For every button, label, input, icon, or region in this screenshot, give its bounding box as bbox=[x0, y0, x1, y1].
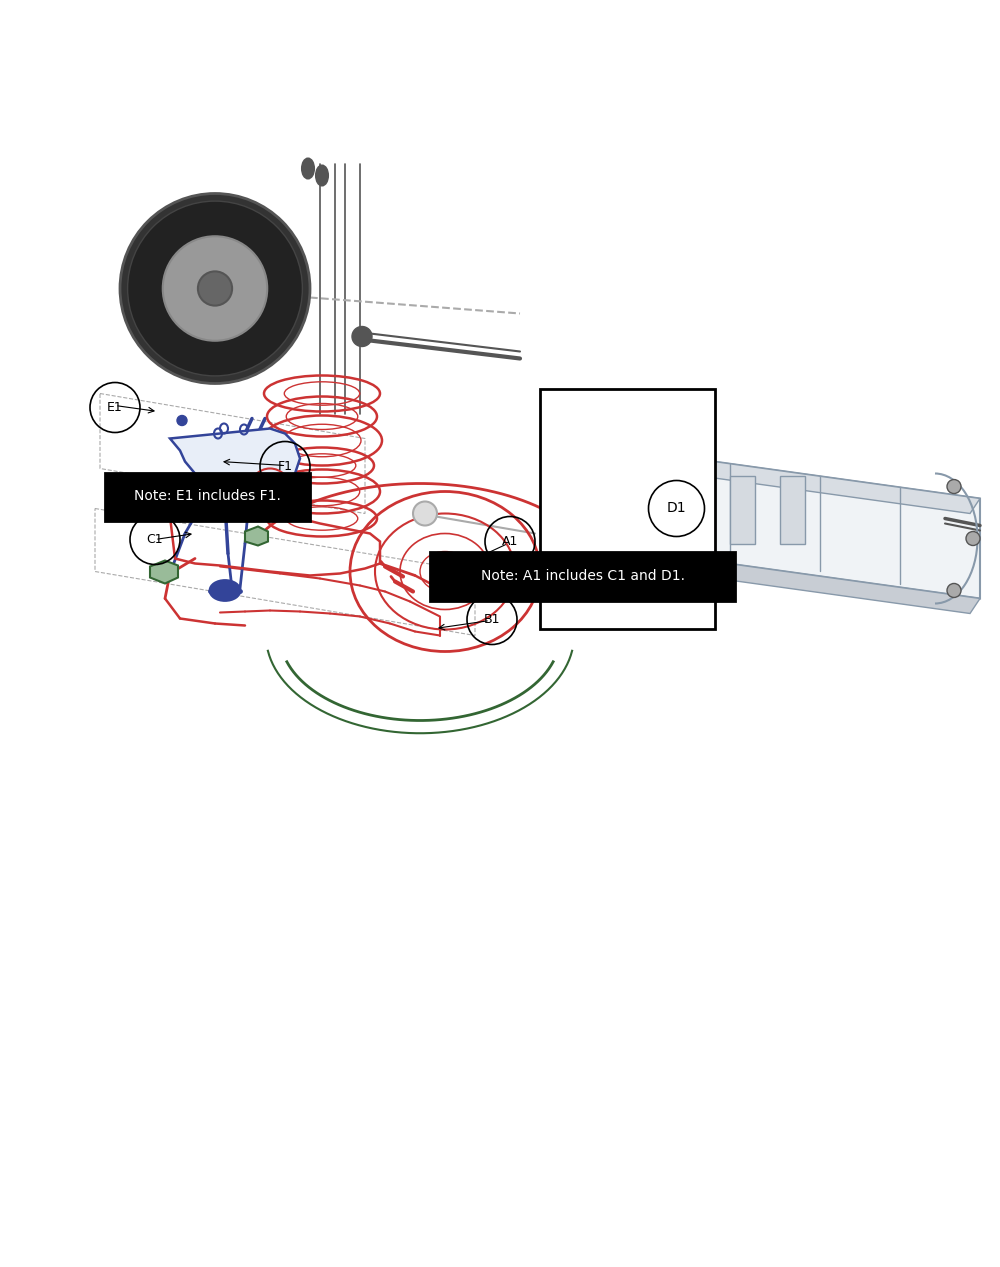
Ellipse shape bbox=[316, 166, 328, 185]
Polygon shape bbox=[245, 527, 268, 546]
Polygon shape bbox=[610, 549, 980, 613]
Circle shape bbox=[966, 531, 980, 546]
Bar bbox=[680, 475, 705, 544]
Ellipse shape bbox=[210, 580, 240, 601]
Bar bbox=[730, 475, 755, 544]
Circle shape bbox=[128, 201, 302, 376]
Circle shape bbox=[198, 271, 232, 305]
Circle shape bbox=[163, 236, 267, 341]
Text: B1: B1 bbox=[484, 613, 500, 626]
Text: E1: E1 bbox=[107, 400, 123, 414]
FancyBboxPatch shape bbox=[105, 473, 310, 521]
Polygon shape bbox=[620, 449, 980, 598]
Circle shape bbox=[120, 194, 310, 384]
Polygon shape bbox=[150, 560, 178, 584]
Text: A1: A1 bbox=[502, 535, 518, 549]
Text: Note: E1 includes F1.: Note: E1 includes F1. bbox=[134, 489, 280, 503]
FancyBboxPatch shape bbox=[540, 389, 715, 628]
Text: F1: F1 bbox=[278, 460, 292, 473]
Bar bbox=[780, 475, 805, 544]
Circle shape bbox=[947, 584, 961, 598]
Polygon shape bbox=[610, 449, 980, 513]
Text: Note: A1 includes C1 and D1.: Note: A1 includes C1 and D1. bbox=[481, 569, 685, 584]
Circle shape bbox=[413, 502, 437, 526]
Circle shape bbox=[177, 416, 187, 426]
Polygon shape bbox=[170, 428, 300, 490]
Ellipse shape bbox=[302, 158, 314, 179]
Circle shape bbox=[947, 479, 961, 494]
Circle shape bbox=[352, 327, 372, 346]
Text: D1: D1 bbox=[667, 502, 686, 516]
FancyBboxPatch shape bbox=[430, 552, 735, 601]
Text: C1: C1 bbox=[147, 533, 163, 546]
